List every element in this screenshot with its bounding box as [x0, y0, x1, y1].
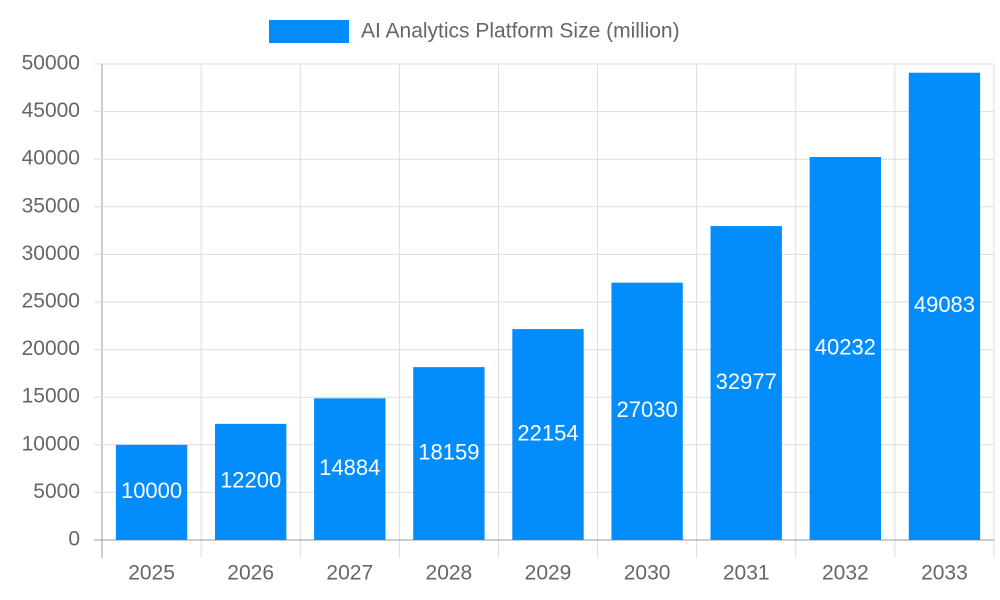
value-label: 22154 — [517, 420, 578, 445]
y-tick-label: 30000 — [22, 242, 80, 265]
bar — [611, 282, 683, 540]
y-tick-label: 50000 — [22, 52, 80, 75]
bar — [314, 398, 386, 540]
bar — [115, 444, 188, 540]
x-tick-label: 2025 — [128, 562, 175, 585]
x-tick-label: 2033 — [921, 562, 968, 585]
y-tick-label: 25000 — [22, 290, 80, 313]
bar — [809, 156, 882, 540]
y-tick-label: 15000 — [22, 385, 80, 408]
y-tick-label: 5000 — [33, 480, 80, 503]
y-tick-label: 0 — [68, 528, 80, 551]
value-label: 49083 — [914, 292, 975, 317]
x-tick-label: 2030 — [624, 562, 671, 585]
bar — [413, 367, 485, 540]
value-label: 27030 — [617, 397, 678, 422]
bar — [214, 423, 287, 540]
value-label: 14884 — [319, 455, 380, 480]
x-tick-label: 2029 — [525, 562, 572, 585]
value-label: 40232 — [815, 334, 876, 359]
y-tick-label: 35000 — [22, 194, 80, 217]
y-tick-label: 45000 — [22, 99, 80, 122]
x-tick-label: 2028 — [426, 562, 473, 585]
value-label: 18159 — [418, 439, 479, 464]
x-tick-label: 2027 — [326, 562, 373, 585]
legend-label: AI Analytics Platform Size (million) — [361, 20, 680, 43]
x-tick-label: 2032 — [822, 562, 869, 585]
y-tick-label: 10000 — [22, 432, 80, 455]
y-tick-label: 40000 — [22, 147, 80, 170]
value-label: 12200 — [220, 468, 281, 493]
bar — [710, 226, 782, 540]
legend-swatch — [269, 20, 349, 43]
x-tick-label: 2031 — [723, 562, 770, 585]
bar — [908, 72, 981, 540]
y-tick-label: 20000 — [22, 337, 80, 360]
value-label: 10000 — [121, 478, 182, 503]
value-label: 32977 — [716, 369, 777, 394]
x-tick-label: 2026 — [227, 562, 274, 585]
bar — [512, 329, 584, 540]
